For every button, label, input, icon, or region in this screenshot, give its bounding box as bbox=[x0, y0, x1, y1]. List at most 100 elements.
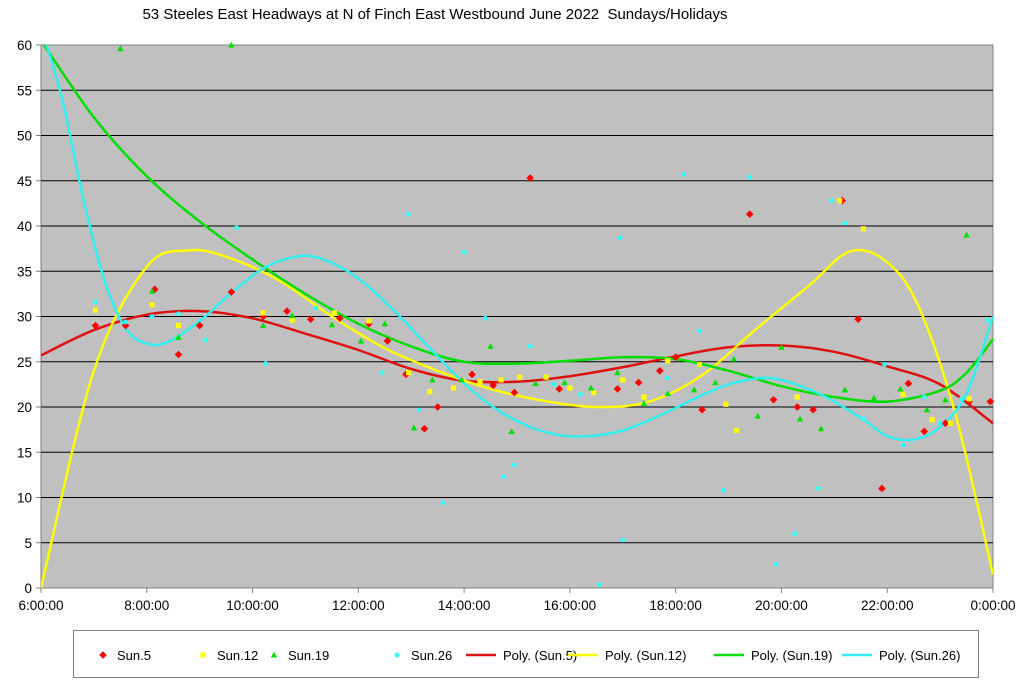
data-point bbox=[870, 394, 878, 401]
data-point bbox=[555, 385, 564, 393]
data-point bbox=[336, 314, 344, 323]
data-point bbox=[769, 395, 778, 404]
data-point bbox=[91, 321, 100, 330]
data-point bbox=[854, 315, 862, 324]
legend-item: Sun.26 bbox=[394, 648, 452, 663]
data-point bbox=[697, 328, 702, 334]
data-point bbox=[948, 420, 954, 426]
data-point bbox=[468, 370, 476, 379]
legend-svg: Sun.5 Sun.12 Sun.19 Sun.26 Poly. (Sun.5) Poly… bbox=[99, 648, 960, 663]
legend-label: Poly. (Sun.12) bbox=[605, 648, 686, 663]
data-point bbox=[357, 337, 365, 344]
y-tick-label: 0 bbox=[24, 581, 32, 596]
data-point bbox=[900, 442, 906, 448]
data-point bbox=[620, 377, 626, 383]
data-point bbox=[842, 220, 848, 226]
legend-label: Poly. (Sun.19) bbox=[751, 648, 832, 663]
legend-item: Sun.19 bbox=[270, 648, 329, 663]
y-tick-label: 45 bbox=[17, 174, 32, 189]
y-tick-label: 20 bbox=[17, 400, 32, 415]
data-point bbox=[498, 377, 504, 383]
legend-label: Poly. (Sun.5) bbox=[503, 648, 577, 663]
y-tick-label: 60 bbox=[17, 38, 32, 53]
data-point bbox=[526, 174, 535, 182]
data-point bbox=[617, 235, 623, 241]
data-point bbox=[202, 337, 208, 343]
data-point bbox=[664, 390, 671, 396]
data-point bbox=[665, 358, 671, 364]
data-point bbox=[567, 385, 573, 391]
data-point bbox=[904, 379, 913, 388]
data-point bbox=[920, 427, 929, 436]
x-tick-label: 12:00:00 bbox=[332, 598, 385, 613]
data-point bbox=[837, 198, 843, 204]
y-tick-label: 25 bbox=[17, 355, 32, 370]
legend-label: Sun.19 bbox=[288, 648, 329, 663]
data-point bbox=[482, 315, 488, 321]
data-point bbox=[410, 424, 418, 431]
data-point bbox=[420, 424, 429, 433]
series-sun-26 bbox=[93, 172, 991, 587]
data-point bbox=[283, 307, 291, 315]
data-point bbox=[402, 370, 410, 379]
x-tick-label: 10:00:00 bbox=[226, 598, 279, 613]
data-point bbox=[723, 401, 729, 407]
data-point bbox=[986, 397, 995, 406]
data-point bbox=[366, 318, 372, 324]
data-point bbox=[313, 305, 319, 311]
data-point bbox=[809, 405, 817, 414]
data-point bbox=[121, 321, 130, 330]
y-tick-label: 30 bbox=[17, 310, 32, 325]
data-point bbox=[93, 299, 98, 305]
data-point bbox=[591, 389, 597, 396]
legend-label: Sun.26 bbox=[411, 648, 452, 663]
data-point bbox=[405, 370, 412, 376]
data-point bbox=[656, 367, 664, 375]
data-point bbox=[458, 376, 465, 383]
legend-marker bbox=[200, 652, 206, 658]
data-point bbox=[733, 427, 740, 434]
data-point bbox=[793, 403, 802, 411]
data-point bbox=[634, 378, 643, 387]
data-point bbox=[117, 45, 124, 52]
data-point bbox=[620, 537, 626, 543]
data-point bbox=[792, 531, 798, 537]
data-point bbox=[260, 310, 266, 316]
data-point bbox=[730, 355, 738, 362]
data-point bbox=[259, 322, 267, 329]
trendline-poly-sun-12 bbox=[41, 248, 993, 588]
data-point bbox=[747, 174, 753, 180]
data-point bbox=[817, 425, 825, 432]
data-point bbox=[897, 385, 904, 392]
data-point bbox=[966, 396, 972, 402]
data-point bbox=[517, 374, 523, 380]
data-point bbox=[328, 321, 336, 328]
x-tick-label: 0:00:00 bbox=[970, 598, 1015, 613]
x-tick-label: 18:00:00 bbox=[649, 598, 702, 613]
data-point bbox=[489, 381, 497, 390]
data-point bbox=[175, 322, 182, 329]
data-point bbox=[942, 396, 949, 403]
data-point bbox=[487, 343, 494, 349]
y-tick-label: 55 bbox=[17, 83, 32, 98]
data-point bbox=[778, 344, 785, 350]
legend-item: Poly. (Sun.26) bbox=[842, 648, 960, 663]
data-point bbox=[450, 385, 457, 391]
legend-marker bbox=[270, 651, 278, 658]
legend-label: Poly. (Sun.26) bbox=[879, 648, 960, 663]
trendlines bbox=[41, 45, 993, 588]
data-point bbox=[289, 317, 295, 323]
data-point bbox=[416, 407, 422, 413]
data-points bbox=[91, 41, 995, 587]
x-tick-label: 6:00:00 bbox=[18, 598, 63, 613]
data-point bbox=[681, 172, 686, 177]
data-point bbox=[510, 388, 519, 397]
data-point bbox=[501, 474, 507, 480]
legend-marker bbox=[99, 651, 107, 659]
data-point bbox=[331, 310, 338, 316]
data-point bbox=[929, 417, 935, 423]
data-point bbox=[263, 361, 269, 366]
series-sun-12 bbox=[92, 198, 972, 434]
data-point bbox=[841, 386, 849, 393]
